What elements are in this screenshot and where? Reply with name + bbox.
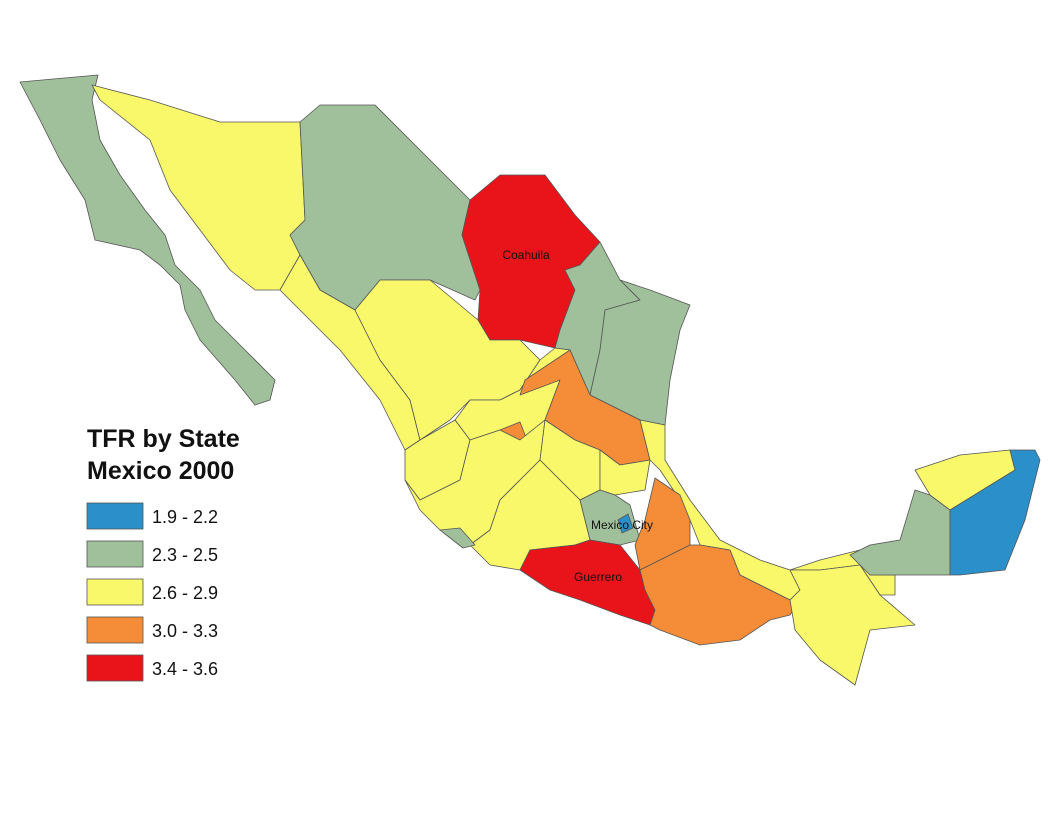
states xyxy=(19,74,1041,686)
map-label: Coahuila xyxy=(502,248,550,262)
colima xyxy=(439,527,476,549)
legend-label: 1.9 - 2.2 xyxy=(152,507,218,527)
legend-swatch xyxy=(86,578,144,606)
mexico-city xyxy=(617,513,634,534)
oaxaca xyxy=(639,544,801,646)
legend-label: 2.6 - 2.9 xyxy=(152,583,218,603)
chiapas xyxy=(789,564,916,686)
legend-swatch xyxy=(86,540,144,568)
legend-title: Mexico 2000 xyxy=(87,457,234,485)
map-label: Mexico City xyxy=(591,518,653,532)
quintana-roo xyxy=(949,449,1041,576)
baja-california xyxy=(19,74,276,406)
campeche xyxy=(849,489,951,576)
legend-swatch xyxy=(86,502,144,530)
legend-title: TFR by State xyxy=(87,425,240,453)
legend-swatch xyxy=(86,616,144,644)
legend-label: 2.3 - 2.5 xyxy=(152,545,218,565)
chihuahua xyxy=(289,104,481,311)
legend-label: 3.0 - 3.3 xyxy=(152,621,218,641)
map-label: Guerrero xyxy=(574,570,622,584)
legend-label: 3.4 - 3.6 xyxy=(152,659,218,679)
legend-swatch xyxy=(86,654,144,682)
legend: TFR by State Mexico 2000 1.9 - 2.2 2.3 - … xyxy=(86,425,240,682)
